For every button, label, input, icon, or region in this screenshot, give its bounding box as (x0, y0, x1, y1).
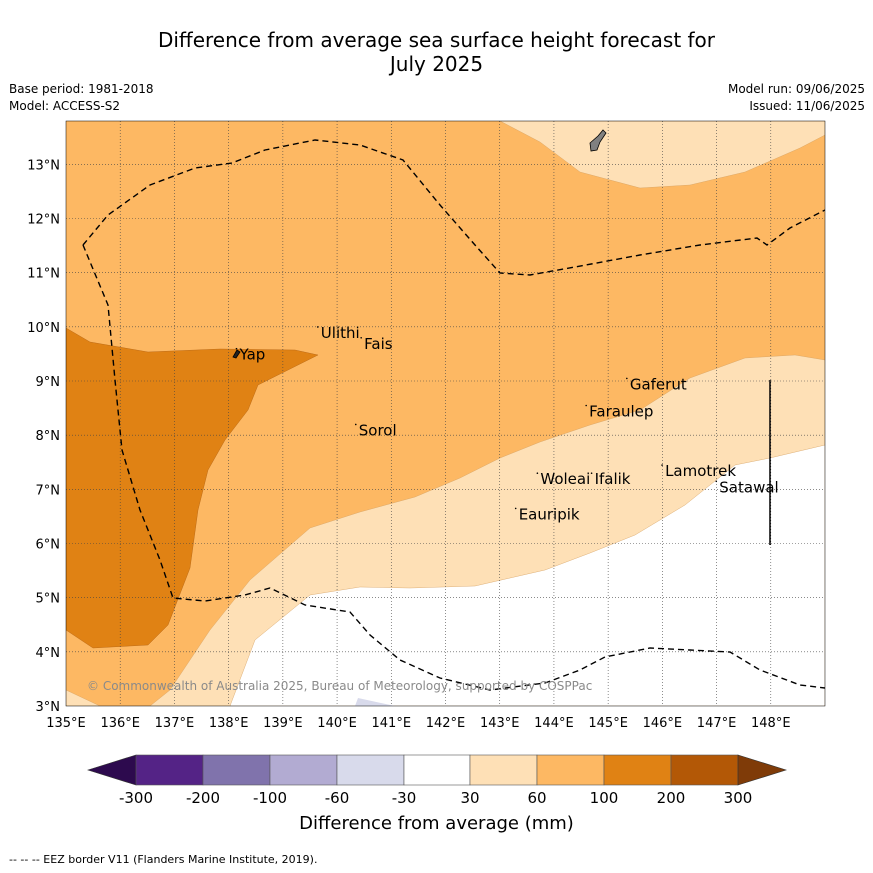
place-marker (661, 464, 663, 466)
place-label-sorol: Sorol (359, 421, 397, 439)
y-tick-label: 6°N (36, 538, 61, 553)
x-tick-label: 139°E (263, 716, 303, 731)
x-axis-tick-labels: 135°E 136°E 137°E 138°E 139°E 140°E 141°E 142°E… (46, 716, 790, 731)
model-name: Model: ACCESS-S2 (9, 99, 121, 113)
guam-island (589, 129, 607, 152)
yap-island (232, 349, 241, 359)
x-tick-label: 144°E (534, 716, 574, 731)
place-label-gaferut: Gaferut (630, 375, 687, 393)
colorbar-segment (670, 754, 739, 786)
ssh-contour-100-200 (66, 327, 319, 649)
y-axis-tick-labels: 3°N 4°N 5°N 6°N 7°N 8°N 9°N 10°N 11°N 12°N 13°N (27, 158, 60, 715)
colorbar-tick-label: -300 (118, 789, 154, 807)
place-label-yap: Yap (238, 346, 265, 364)
x-tick-label: 136°E (100, 716, 140, 731)
ssh-contour-negative-patch (355, 698, 395, 706)
x-tick-label: 142°E (426, 716, 466, 731)
colorbar-title: Difference from average (mm) (299, 813, 574, 834)
colorbar-segment (403, 754, 471, 786)
place-label-woleai: Woleai (540, 470, 590, 488)
colorbar-segment (202, 754, 271, 786)
colorbar-extend-low (86, 754, 137, 786)
ssh-contour-neutral (229, 444, 825, 706)
title-line-2: July 2025 (389, 52, 484, 76)
colorbar-tick-label: 200 (656, 789, 686, 807)
plot-frame (65, 120, 826, 707)
x-tick-label: 146°E (643, 716, 683, 731)
colorbar-segment (536, 754, 605, 786)
place-marker (235, 347, 238, 350)
x-tick-label: 141°E (372, 716, 412, 731)
place-label-ulithi: Ulithi (321, 324, 360, 342)
x-tick-label: 147°E (697, 716, 737, 731)
place-label-satawal: Satawal (719, 478, 778, 496)
x-tick-label: 138°E (209, 716, 249, 731)
place-marker (354, 423, 357, 426)
colorbar-tick-label: -30 (391, 789, 417, 807)
eez-border-line-west (82, 244, 825, 691)
meta-right: Model run: 09/06/2025 Issued: 11/06/2025 (728, 81, 865, 115)
y-tick-label: 7°N (36, 483, 61, 498)
y-tick-label: 4°N (36, 646, 61, 661)
eez-border-line (82, 139, 825, 276)
colorbar-tick-label: 60 (527, 789, 547, 807)
y-tick-label: 8°N (36, 429, 61, 444)
place-label-ifalik: Ifalik (595, 470, 631, 488)
colorbar-segment (336, 754, 405, 786)
place-marker (715, 480, 718, 483)
x-tick-label: 148°E (751, 716, 791, 731)
meta-left: Base period: 1981-2018 Model: ACCESS-S2 (9, 81, 154, 115)
y-tick-label: 3°N (36, 700, 61, 715)
colorbar-segment (135, 754, 204, 786)
place-label-eauripik: Eauripik (519, 505, 580, 523)
colorbar-tick-label: 100 (589, 789, 619, 807)
map-title: Difference from average sea surface heig… (0, 28, 873, 76)
y-tick-label: 13°N (27, 158, 60, 173)
colorbar-tick-label: -200 (185, 789, 221, 807)
model-run: Model run: 09/06/2025 (727, 82, 865, 96)
place-marker (590, 472, 593, 475)
colorbar-tick-label: -100 (252, 789, 288, 807)
place-marker (536, 472, 539, 475)
place-marker (514, 507, 517, 510)
place-marker (317, 326, 319, 328)
colorbar-segment (469, 754, 538, 786)
place-marker (626, 377, 628, 380)
x-tick-label: 137°E (155, 716, 195, 731)
colorbar-tick-label: 300 (723, 789, 753, 807)
y-tick-label: 5°N (36, 592, 61, 607)
issued-date: Issued: 11/06/2025 (749, 99, 865, 113)
x-tick-label: 140°E (317, 716, 357, 731)
title-line-1: Difference from average sea surface heig… (157, 28, 716, 52)
place-label-lamotrek: Lamotrek (665, 462, 736, 480)
colorbar (86, 754, 788, 786)
colorbar-extend-high (737, 754, 788, 786)
place-marker (360, 336, 362, 339)
place-label-faraulep: Faraulep (589, 403, 653, 421)
colorbar-segment (603, 754, 672, 786)
y-tick-label: 12°N (27, 213, 60, 228)
x-tick-label: 135°E (46, 716, 86, 731)
place-marker (585, 404, 587, 407)
colorbar-segment (269, 754, 338, 786)
eez-footnote: -- -- -- EEZ border V11 (Flanders Marine… (9, 853, 318, 866)
y-tick-label: 11°N (27, 267, 60, 282)
base-period: Base period: 1981-2018 (9, 82, 154, 96)
place-label-fais: Fais (364, 335, 393, 353)
colorbar-tick-label: -60 (324, 789, 350, 807)
graticule (66, 121, 825, 706)
x-tick-label: 143°E (480, 716, 520, 731)
x-tick-label: 145°E (588, 716, 628, 731)
y-tick-label: 9°N (36, 375, 61, 390)
y-tick-label: 10°N (27, 321, 60, 336)
copyright-text: © Commonwealth of Australia 2025, Bureau… (87, 679, 592, 693)
colorbar-tick-label: 30 (460, 789, 480, 807)
